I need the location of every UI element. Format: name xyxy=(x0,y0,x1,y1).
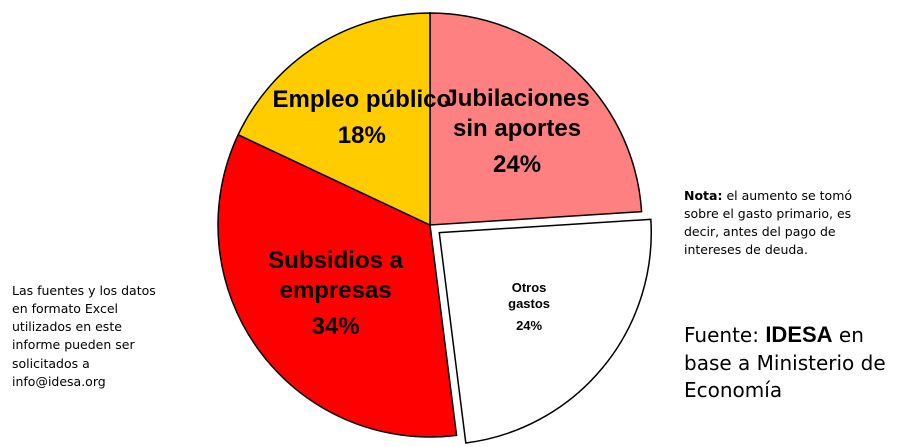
slice-label-box: Otros gastos 24% xyxy=(484,272,574,342)
slice-name: Otros gastos xyxy=(508,279,551,311)
slice-label-box: Empleo público 18% xyxy=(262,63,462,173)
slice-label: Otros gastos 24% xyxy=(484,272,574,342)
pie-slice xyxy=(429,12,643,226)
slice-label: Empleo público 18% xyxy=(262,63,462,173)
slice-value: 24% xyxy=(493,151,542,179)
slice-name: Empleo público xyxy=(272,85,452,113)
slice-label-box: Subsidios a empresas 34% xyxy=(236,239,436,349)
note-text: el aumento se tomó sobre el gasto primar… xyxy=(684,188,853,258)
note-label: Nota: xyxy=(684,188,723,203)
pie-slice xyxy=(438,218,652,444)
slice-name: Subsidios a empresas xyxy=(268,246,403,304)
pie-slice xyxy=(217,133,458,438)
pie-slice xyxy=(237,12,431,227)
slice-name: Jubilaciones sin aportes xyxy=(444,85,590,143)
slice-value: 24% xyxy=(516,318,543,334)
source: Fuente: IDESA en base a Ministerio de Ec… xyxy=(684,320,904,404)
slice-label: Subsidios a empresas 34% xyxy=(236,239,436,349)
source-prefix: Fuente: xyxy=(684,323,759,347)
slice-value: 34% xyxy=(311,312,360,340)
slice-label: Jubilaciones sin aportes 24% xyxy=(417,77,617,187)
source-rest: en base a Ministerio de Economía xyxy=(684,323,886,402)
slice-label-box: Jubilaciones sin aportes 24% xyxy=(417,77,617,187)
source-org: IDESA xyxy=(765,322,833,347)
slice-value: 18% xyxy=(337,121,386,149)
note: Nota: el aumento se tomó sobre el gasto … xyxy=(684,187,854,260)
contact-note: Las fuentes y los datos en formato Excel… xyxy=(12,283,156,389)
